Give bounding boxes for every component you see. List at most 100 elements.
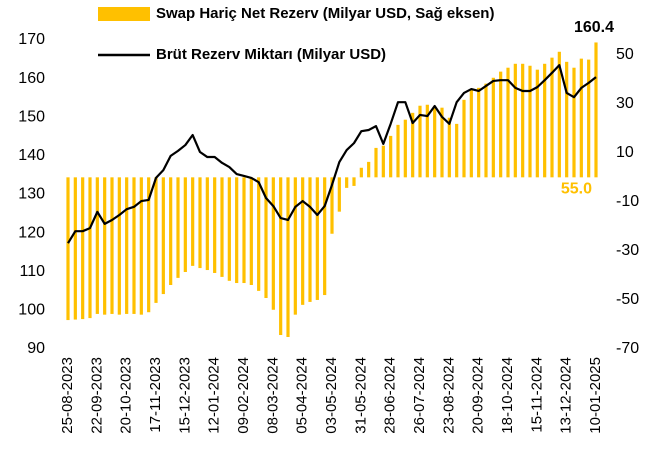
bar [249,177,253,285]
y2-tick-label: 30 [616,95,634,112]
legend-label: Swap Hariç Net Rezerv (Milyar USD, Sağ e… [156,5,494,22]
x-tick-label: 15-12-2023 [176,357,193,434]
y2-tick-label: 10 [616,144,634,161]
bar [293,177,297,315]
y-tick-label: 160 [18,70,45,87]
x-tick-label: 20-10-2023 [118,357,135,434]
x-tick-label: 15-11-2024 [528,357,545,433]
bar [264,177,268,298]
bar [433,106,437,178]
bar [337,177,341,212]
bar [587,59,591,178]
bar [462,99,466,178]
bar [154,177,158,303]
bar [139,177,143,315]
bar [352,177,356,186]
bar [220,177,224,277]
bar [198,177,202,269]
bar [521,63,525,178]
y2-tick-label: 50 [616,46,634,63]
x-tick-label: 10-01-2025 [587,357,604,434]
bar [257,177,261,291]
x-tick-label: 18-10-2024 [499,357,516,434]
data-label: 160.4 [574,19,614,36]
line [67,64,597,244]
bar [213,177,217,273]
bar [550,57,554,178]
bar [513,63,517,178]
bar [425,104,429,178]
bar [169,177,173,285]
x-tick-label: 09-02-2024 [235,357,252,434]
bar [345,177,349,188]
bar [543,63,547,178]
bar [147,177,151,313]
bar [183,177,187,272]
bar [95,177,99,314]
bar [176,177,180,278]
bar [323,177,327,296]
bar [484,83,488,178]
bar [367,161,371,178]
x-tick-label: 31-05-2024 [352,357,369,434]
bar [469,89,473,178]
y-tick-label: 170 [18,31,45,48]
y-tick-label: 100 [18,302,45,319]
bar [330,177,334,234]
bar [308,177,312,302]
bar [315,177,319,300]
y-tick-label: 120 [18,224,45,241]
bar [579,58,583,178]
bar [403,119,407,178]
x-tick-label: 12-01-2024 [206,357,223,434]
bar [242,177,246,284]
x-tick-label: 20-09-2024 [470,357,487,434]
bar [477,87,481,178]
bar [499,71,503,178]
x-tick-label: 17-11-2023 [147,357,164,433]
x-tick-label: 13-12-2024 [558,357,575,434]
bar [381,145,385,178]
bar [161,177,165,295]
bar [88,177,92,319]
x-tick-label: 03-05-2024 [323,357,340,434]
bar [81,177,85,320]
x-tick-label: 23-08-2024 [440,357,457,434]
bar [110,177,114,314]
bar [594,42,598,178]
bar [411,112,415,178]
bar [103,177,107,315]
bar [73,177,77,320]
y-tick-label: 90 [27,340,45,357]
bar [279,177,283,336]
bar [418,105,422,178]
x-tick-label: 25-08-2023 [59,357,76,434]
bar [455,123,459,178]
bar [506,67,510,178]
bar [191,177,195,266]
legend-label: Brüt Rezerv Miktarı (Milyar USD) [156,46,386,63]
bar [389,135,393,178]
y-tick-label: 140 [18,147,45,164]
bar [125,177,129,314]
bar [572,67,576,178]
bar [66,177,70,321]
x-tick-label: 08-03-2024 [264,357,281,434]
x-tick-label: 22-09-2023 [88,357,105,434]
bar [117,177,121,315]
bar [396,124,400,178]
bar [235,177,239,284]
bar [447,117,451,178]
y2-tick-label: -50 [616,291,639,308]
y2-tick-label: -10 [616,193,639,210]
bar [491,77,495,178]
bar [535,69,539,178]
x-tick-label: 05-04-2024 [294,357,311,434]
legend-swatch-bar [98,7,150,21]
y-tick-label: 130 [18,186,45,203]
y2-tick-label: -70 [616,340,639,357]
y-tick-label: 150 [18,108,45,125]
bar [132,177,136,314]
data-label: 55.0 [561,181,592,198]
